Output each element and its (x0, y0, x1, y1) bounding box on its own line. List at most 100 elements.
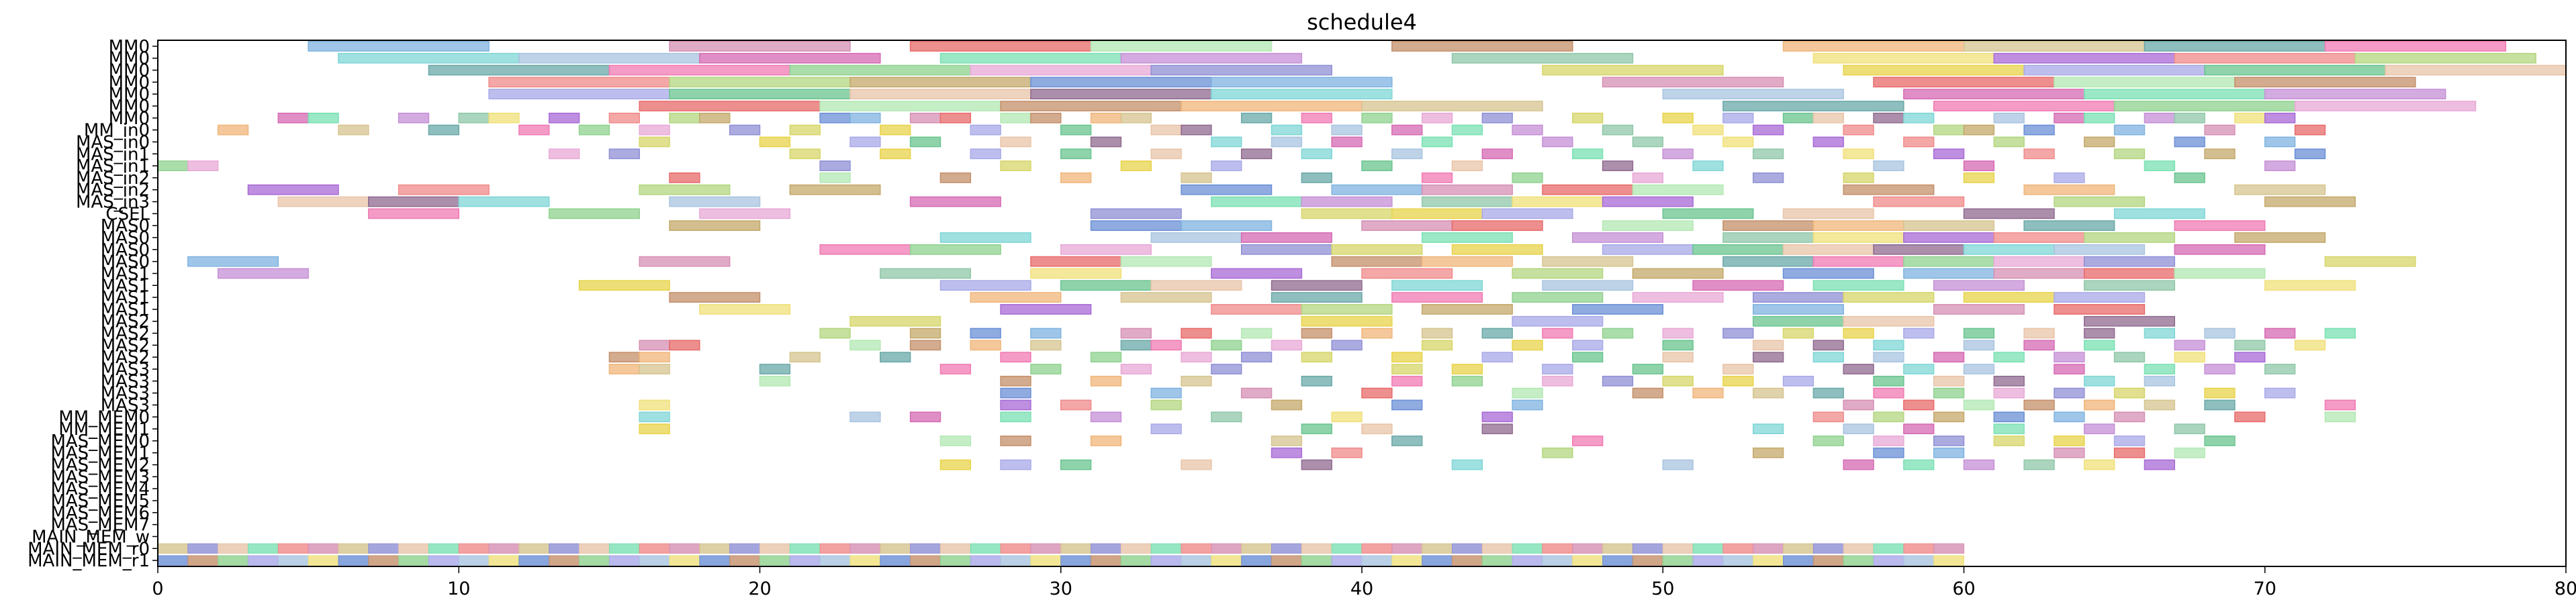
task-bar (789, 148, 821, 160)
task-bar (1572, 232, 1663, 243)
task-bar (2204, 436, 2236, 446)
task-bar (1722, 112, 1754, 123)
task-bar (1421, 232, 1513, 243)
task-bar (1662, 352, 1694, 363)
task-bar (217, 124, 249, 136)
task-bar (1692, 160, 1724, 171)
task-bar (639, 399, 670, 411)
task-bar (1090, 208, 1182, 219)
task-bar (1933, 304, 2025, 315)
task-bar (2084, 136, 2115, 148)
task-bar (1451, 364, 1483, 374)
task-bar (1542, 447, 1573, 458)
task-bar (2084, 423, 2115, 434)
task-bar (2324, 399, 2356, 411)
task-bar (2084, 340, 2115, 351)
task-bar (1993, 411, 2025, 423)
task-bar (699, 52, 881, 64)
y-tick-label: MAS_in2 (76, 181, 150, 201)
task-bar (2174, 340, 2205, 351)
x-tick-label: 30 (1050, 578, 1072, 599)
task-bar (1240, 112, 1273, 123)
task-bar (458, 112, 490, 123)
task-bar (1933, 101, 2115, 111)
task-bar (1331, 136, 1363, 148)
task-bar (548, 112, 580, 123)
y-tick-label: MM0 (109, 61, 150, 81)
y-tick-label: MAS0 (101, 216, 150, 236)
task-bar (218, 555, 248, 566)
task-bar (2084, 315, 2176, 327)
task-bar (2023, 399, 2055, 411)
task-bar (308, 555, 339, 566)
task-bar (1512, 124, 1543, 136)
task-bar (1361, 328, 1393, 339)
task-bar (187, 555, 219, 566)
task-bar (1301, 196, 1393, 207)
task-bar (1512, 268, 1604, 279)
task-bar (1090, 220, 1182, 232)
task-bar (458, 543, 490, 554)
task-bar (1903, 256, 1995, 267)
task-bar (1451, 244, 1543, 255)
task-bar (970, 543, 1001, 554)
task-bar (1873, 77, 2055, 88)
task-bar (1632, 292, 1724, 303)
task-bar (1091, 543, 1121, 554)
task-bar (2234, 77, 2416, 88)
task-bar (880, 268, 972, 279)
task-bar (1993, 423, 2025, 434)
task-bar (970, 292, 1062, 303)
task-bar (2023, 124, 2055, 136)
task-bar (578, 124, 610, 136)
task-bar (939, 112, 972, 123)
task-bar (2054, 364, 2085, 374)
task-bar (2113, 436, 2146, 446)
task-bar (1602, 555, 1633, 566)
task-bar (1301, 208, 1393, 219)
task-bar (970, 64, 1152, 76)
task-bar (1873, 436, 1904, 446)
task-bar (2264, 136, 2296, 148)
task-bar (789, 543, 821, 554)
task-bar (2264, 89, 2446, 100)
task-bar (1481, 148, 1513, 160)
task-bar (880, 352, 911, 363)
task-bar (1211, 89, 1393, 100)
task-bar (549, 543, 580, 554)
task-bar (608, 364, 640, 374)
task-bar (2113, 101, 2296, 111)
task-bar (1030, 268, 1122, 279)
task-bar (1451, 375, 1483, 387)
task-bar (909, 411, 941, 423)
task-bar (2054, 292, 2146, 303)
task-bar (1000, 136, 1031, 148)
task-bar (1391, 543, 1423, 554)
x-tick-label: 0 (152, 578, 163, 599)
task-bar (608, 112, 640, 123)
task-bar (1000, 436, 1031, 446)
task-bar (1753, 555, 1784, 566)
y-tick-label: MAS_in1 (76, 144, 150, 164)
task-bar (1030, 256, 1122, 267)
task-bar (2144, 112, 2176, 123)
task-bar (1211, 136, 1242, 148)
y-tick-label: MAS3 (101, 384, 150, 404)
task-bar (970, 328, 1001, 339)
task-bar (1993, 387, 2025, 399)
task-bar (247, 555, 279, 566)
task-bar (639, 411, 670, 423)
task-bar (1391, 375, 1423, 387)
task-bar (1421, 328, 1453, 339)
task-bar (2113, 387, 2146, 399)
task-bar (2234, 411, 2266, 423)
task-bar (1301, 375, 1332, 387)
task-bar (1120, 555, 1152, 566)
task-bar (1782, 328, 1814, 339)
task-bar (2144, 328, 2176, 339)
task-bar (428, 64, 610, 76)
task-bar (2204, 124, 2236, 136)
task-bar (2174, 220, 2266, 232)
task-bar (1933, 555, 1965, 566)
task-bar (1181, 172, 1212, 183)
